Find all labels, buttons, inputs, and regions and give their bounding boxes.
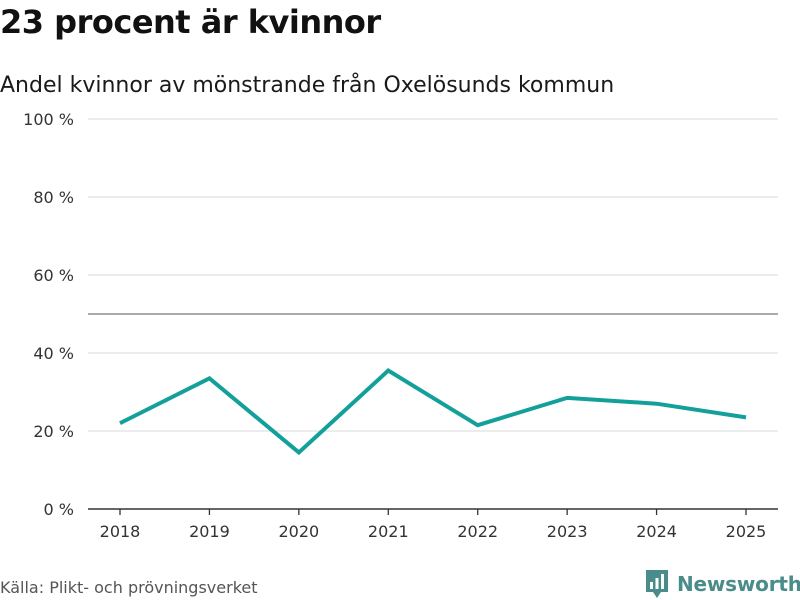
x-tick-label-2022: 2022 [457,522,498,541]
x-tick-label-2021: 2021 [368,522,409,541]
newsworthy-logo-icon [646,570,668,598]
x-tick-label-2023: 2023 [547,522,588,541]
y-tick-label: 20 % [33,422,74,441]
y-axis-labels: 0 % 20 % 40 % 60 % 80 % 100 % [23,110,74,519]
y-tick-label: 60 % [33,266,74,285]
x-tick-label-2018: 2018 [100,522,141,541]
source-note: Källa: Plikt- och prövningsverket [0,578,258,597]
chart-subtitle: Andel kvinnor av mönstrande från Oxelösu… [0,73,615,98]
y-tick-label: 100 % [23,110,74,129]
y-tick-label: 80 % [33,188,74,207]
chart-title: 23 procent är kvinnor [0,3,381,41]
brand-logo: Newsworthy [645,569,800,599]
brand-name: Newsworthy [677,572,800,596]
x-tick-label-2025: 2025 [726,522,767,541]
gridlines [88,118,778,432]
y-tick-label: 40 % [33,344,74,363]
x-tick-label-2024: 2024 [636,522,677,541]
x-axis [88,508,778,515]
series-line-0 [119,368,747,456]
x-tick-label-2019: 2019 [189,522,230,541]
x-tick-label-2020: 2020 [278,522,319,541]
series-group [119,368,747,456]
x-axis-labels: 2018 2019 2020 2021 2022 2023 2024 2025 [100,522,767,541]
y-tick-label: 0 % [44,500,74,519]
